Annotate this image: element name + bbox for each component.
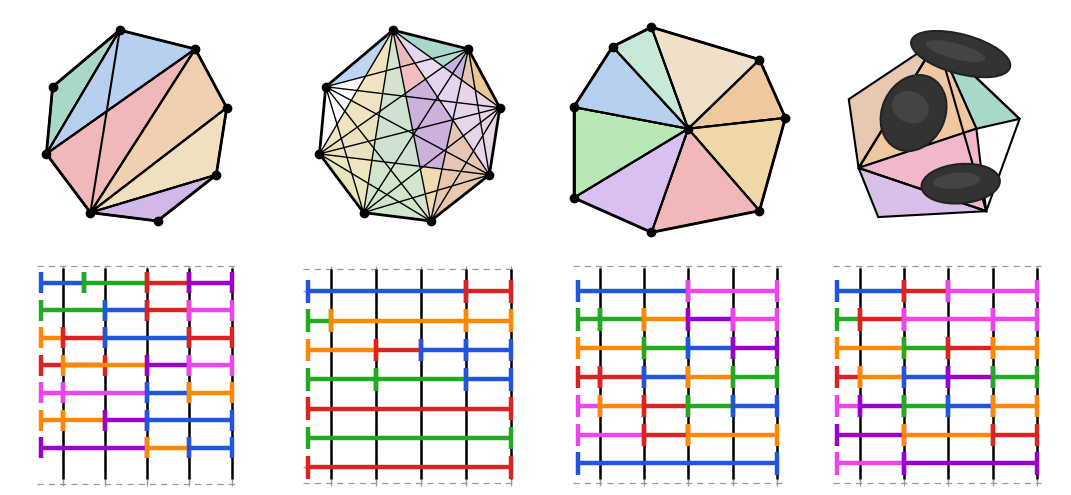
Polygon shape	[319, 30, 489, 175]
Polygon shape	[319, 30, 393, 212]
Ellipse shape	[911, 31, 1010, 77]
Polygon shape	[859, 168, 986, 217]
Polygon shape	[46, 30, 195, 154]
Polygon shape	[859, 129, 986, 211]
Ellipse shape	[880, 75, 947, 151]
Polygon shape	[431, 49, 489, 221]
Polygon shape	[319, 154, 431, 221]
Polygon shape	[90, 175, 216, 221]
Polygon shape	[574, 107, 689, 198]
Ellipse shape	[921, 164, 1000, 203]
Polygon shape	[319, 154, 489, 221]
Ellipse shape	[892, 91, 929, 123]
Polygon shape	[574, 129, 689, 232]
Polygon shape	[90, 108, 227, 212]
Polygon shape	[393, 30, 500, 108]
Polygon shape	[651, 27, 759, 129]
Polygon shape	[937, 41, 1020, 129]
Ellipse shape	[933, 173, 980, 189]
Polygon shape	[46, 49, 195, 212]
Polygon shape	[651, 129, 759, 232]
Polygon shape	[613, 27, 759, 59]
Polygon shape	[46, 30, 120, 154]
Polygon shape	[393, 30, 500, 175]
Polygon shape	[326, 30, 468, 87]
Polygon shape	[613, 27, 689, 129]
Polygon shape	[574, 47, 689, 129]
Polygon shape	[363, 30, 431, 221]
Polygon shape	[468, 49, 500, 175]
Ellipse shape	[926, 40, 985, 62]
Polygon shape	[689, 59, 785, 129]
Polygon shape	[90, 49, 227, 212]
Polygon shape	[319, 49, 489, 175]
Polygon shape	[859, 41, 977, 168]
Polygon shape	[689, 118, 785, 211]
Polygon shape	[849, 41, 937, 168]
